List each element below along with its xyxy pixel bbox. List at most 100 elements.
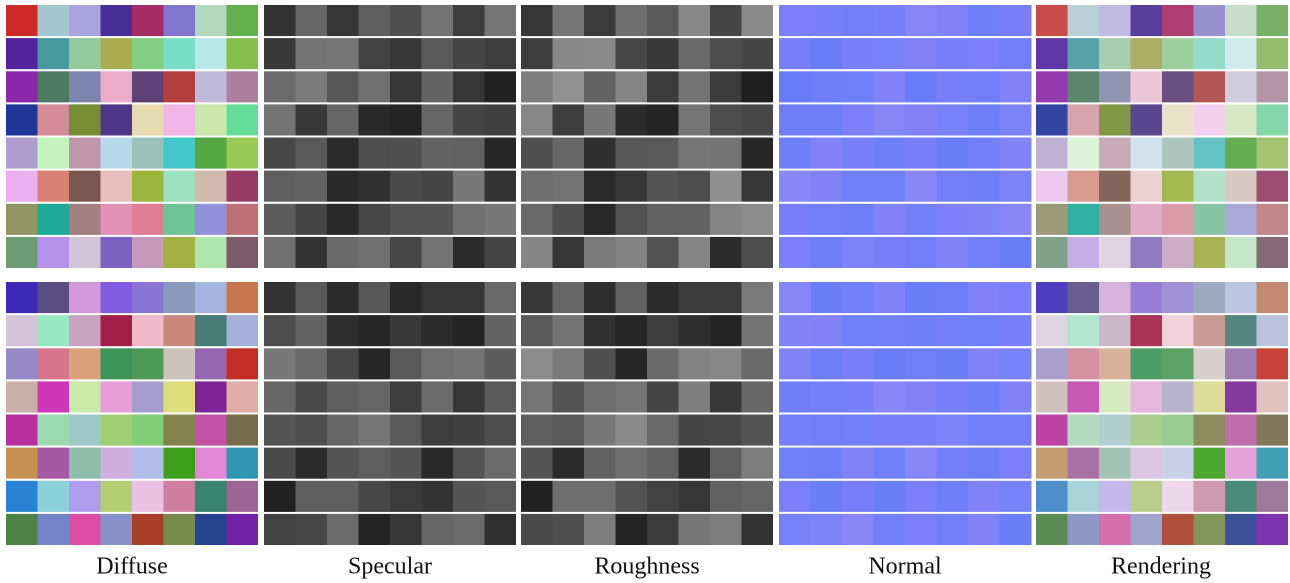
texture-tile xyxy=(741,513,773,545)
texture-tile xyxy=(779,315,811,347)
texture-tile xyxy=(390,71,422,103)
texture-tile xyxy=(741,71,773,103)
texture-tile xyxy=(484,38,516,70)
texture-tile xyxy=(678,71,710,103)
texture-tile xyxy=(968,203,1000,235)
texture-tile xyxy=(327,137,359,169)
texture-tile xyxy=(1256,5,1288,37)
texture-tile xyxy=(810,104,843,136)
texture-tile xyxy=(163,348,195,380)
texture-tile xyxy=(37,104,69,136)
texture-tile xyxy=(779,414,811,446)
texture-tile xyxy=(453,513,485,545)
texture-tile xyxy=(1256,480,1288,512)
texture-tile xyxy=(1256,236,1288,268)
texture-tile xyxy=(6,203,38,235)
texture-tile xyxy=(741,137,773,169)
texture-tile xyxy=(69,282,101,314)
texture-tile xyxy=(810,348,843,380)
texture-tile xyxy=(1067,236,1099,268)
texture-tile xyxy=(264,348,296,380)
texture-tile xyxy=(163,104,195,136)
texture-tile xyxy=(810,480,843,512)
texture-tile xyxy=(163,381,195,413)
texture-tile xyxy=(6,137,38,169)
texture-tile xyxy=(1256,104,1288,136)
texture-tile xyxy=(521,170,553,202)
texture-tile xyxy=(584,5,616,37)
texture-tile xyxy=(132,513,164,545)
texture-tile xyxy=(936,104,969,136)
texture-tile xyxy=(132,104,164,136)
texture-tile xyxy=(999,104,1032,136)
texture-tile xyxy=(37,513,69,545)
texture-tile xyxy=(390,348,422,380)
texture-tile xyxy=(1130,170,1162,202)
texture-tile xyxy=(647,381,679,413)
texture-tile xyxy=(6,348,38,380)
texture-tile xyxy=(295,38,327,70)
texture-tile xyxy=(1099,315,1131,347)
texture-tile xyxy=(779,104,811,136)
texture-tile xyxy=(484,447,516,479)
texture-tile xyxy=(163,480,195,512)
texture-tile xyxy=(1099,170,1131,202)
texture-tile xyxy=(810,381,843,413)
texture-tile xyxy=(615,414,647,446)
texture-tile xyxy=(421,315,453,347)
texture-tile xyxy=(842,203,874,235)
texture-tile xyxy=(1099,38,1131,70)
texture-tile xyxy=(484,5,516,37)
texture-tile xyxy=(226,38,258,70)
texture-tile xyxy=(710,381,742,413)
texture-tile xyxy=(1256,203,1288,235)
texture-tile xyxy=(453,282,485,314)
texture-tile xyxy=(905,381,937,413)
texture-tile xyxy=(264,203,296,235)
texture-tile xyxy=(226,414,258,446)
texture-tile xyxy=(484,414,516,446)
texture-tile xyxy=(779,38,811,70)
texture-tile xyxy=(741,236,773,268)
texture-tile xyxy=(1193,513,1225,545)
texture-tile xyxy=(810,71,843,103)
texture-tile xyxy=(390,315,422,347)
texture-tile xyxy=(873,447,906,479)
texture-tile xyxy=(1130,447,1162,479)
texture-tile xyxy=(100,315,132,347)
texture-tile xyxy=(647,315,679,347)
texture-tile xyxy=(842,71,874,103)
texture-tile xyxy=(264,236,296,268)
texture-tile xyxy=(552,315,584,347)
texture-tile xyxy=(453,71,485,103)
texture-tile xyxy=(905,282,937,314)
texture-tile xyxy=(1162,348,1194,380)
texture-tile xyxy=(647,170,679,202)
texture-tile xyxy=(453,315,485,347)
texture-tile xyxy=(358,381,390,413)
texture-tile xyxy=(552,381,584,413)
texture-tile xyxy=(132,381,164,413)
texture-tile xyxy=(810,447,843,479)
texture-tile xyxy=(1067,38,1099,70)
texture-tile xyxy=(905,447,937,479)
texture-tile xyxy=(779,381,811,413)
texture-tile xyxy=(936,236,969,268)
texture-tile xyxy=(905,137,937,169)
texture-tile xyxy=(842,38,874,70)
texture-tile xyxy=(905,348,937,380)
texture-tile xyxy=(968,315,1000,347)
texture-tile xyxy=(6,414,38,446)
texture-tile xyxy=(552,282,584,314)
texture-tile xyxy=(264,381,296,413)
column-caption: Normal xyxy=(868,554,942,580)
texture-tile xyxy=(327,414,359,446)
texture-tile xyxy=(552,348,584,380)
texture-tile xyxy=(1099,5,1131,37)
texture-tile xyxy=(1193,447,1225,479)
texture-tile xyxy=(1256,170,1288,202)
texture-tile xyxy=(1162,236,1194,268)
texture-tile xyxy=(1256,513,1288,545)
texture-tile xyxy=(1130,513,1162,545)
texture-tile xyxy=(552,104,584,136)
